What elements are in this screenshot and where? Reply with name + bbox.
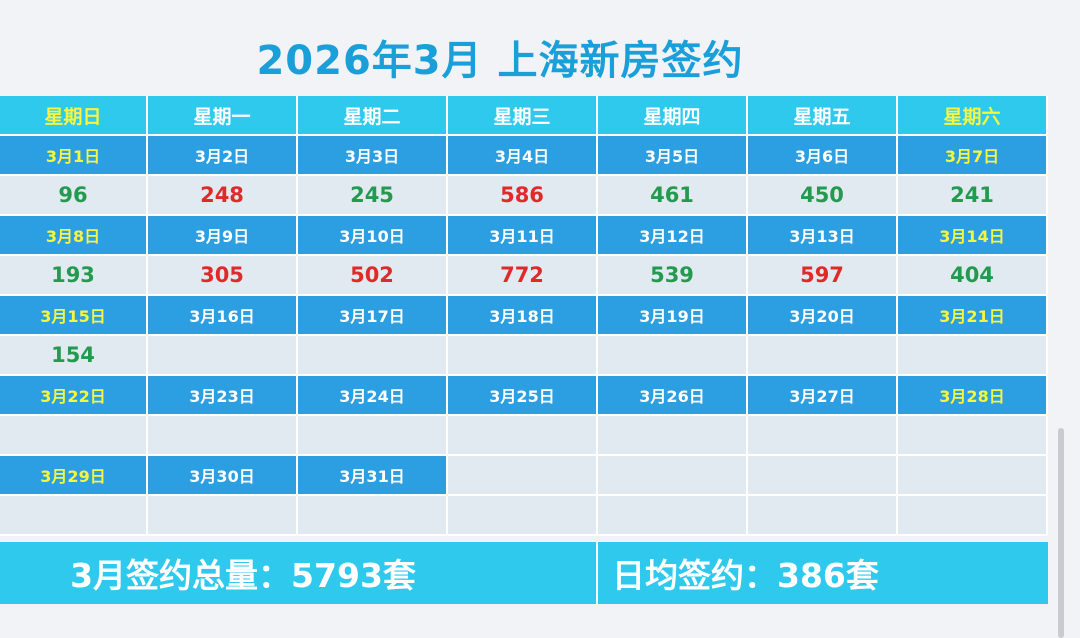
scrollbar[interactable] (1058, 428, 1064, 638)
date-cell: 3月19日 (598, 296, 748, 336)
sales-value: 245 (298, 176, 448, 216)
date-cell: 3月31日 (298, 456, 448, 496)
date-cell: 3月2日 (148, 136, 298, 176)
daily-average: 日均签约：386套 (598, 542, 1048, 604)
date-cell: 3月5日 (598, 136, 748, 176)
sales-value: 305 (148, 256, 298, 296)
monthly-total: 3月签约总量：5793套 (0, 542, 598, 604)
sales-value: 461 (598, 176, 748, 216)
sales-value: 241 (898, 176, 1048, 216)
date-cell (448, 456, 598, 496)
date-cell (898, 456, 1048, 496)
sales-value: 597 (748, 256, 898, 296)
sales-value: 96 (0, 176, 148, 216)
sales-value: 404 (898, 256, 1048, 296)
date-cell (748, 456, 898, 496)
sales-value (148, 496, 298, 536)
date-cell: 3月22日 (0, 376, 148, 416)
date-cell: 3月10日 (298, 216, 448, 256)
date-cell: 3月27日 (748, 376, 898, 416)
sales-value (748, 416, 898, 456)
sales-value (748, 496, 898, 536)
sales-value: 502 (298, 256, 448, 296)
date-cell: 3月20日 (748, 296, 898, 336)
sales-value: 539 (598, 256, 748, 296)
sales-value (0, 496, 148, 536)
sales-value: 248 (148, 176, 298, 216)
sales-value (598, 336, 748, 376)
sales-value (598, 496, 748, 536)
date-cell: 3月12日 (598, 216, 748, 256)
date-cell: 3月15日 (0, 296, 148, 336)
weekday-header: 星期二 (298, 96, 448, 136)
date-cell: 3月13日 (748, 216, 898, 256)
page-title: 2026年3月 上海新房签约 (256, 38, 744, 84)
date-cell: 3月14日 (898, 216, 1048, 256)
sales-value (898, 496, 1048, 536)
weekday-header: 星期五 (748, 96, 898, 136)
date-cell: 3月18日 (448, 296, 598, 336)
date-cell: 3月3日 (298, 136, 448, 176)
sales-value: 193 (0, 256, 148, 296)
weekday-header: 星期四 (598, 96, 748, 136)
date-cell: 3月29日 (0, 456, 148, 496)
sales-value (148, 416, 298, 456)
sales-value (448, 336, 598, 376)
date-cell: 3月7日 (898, 136, 1048, 176)
date-cell (598, 456, 748, 496)
date-cell: 3月23日 (148, 376, 298, 416)
date-cell: 3月11日 (448, 216, 598, 256)
weekday-header: 星期三 (448, 96, 598, 136)
date-cell: 3月9日 (148, 216, 298, 256)
sales-value: 450 (748, 176, 898, 216)
weekday-header: 星期一 (148, 96, 298, 136)
date-cell: 3月6日 (748, 136, 898, 176)
calendar-grid: 星期日 星期一 星期二 星期三 星期四 星期五 星期六 3月1日 3月2日 3月3日 3月4日 3月5… (0, 96, 1048, 536)
sales-value (0, 416, 148, 456)
summary-bar: 3月签约总量：5793套 日均签约：386套 (0, 542, 1048, 604)
sales-value (148, 336, 298, 376)
sales-value: 586 (448, 176, 598, 216)
sales-value (448, 416, 598, 456)
date-cell: 3月25日 (448, 376, 598, 416)
date-cell: 3月30日 (148, 456, 298, 496)
weekday-header: 星期六 (898, 96, 1048, 136)
date-cell: 3月21日 (898, 296, 1048, 336)
sales-value (898, 416, 1048, 456)
sales-value (748, 336, 898, 376)
sales-value (298, 416, 448, 456)
date-cell: 3月28日 (898, 376, 1048, 416)
sales-value (298, 336, 448, 376)
sales-value (298, 496, 448, 536)
date-cell: 3月1日 (0, 136, 148, 176)
sales-value (898, 336, 1048, 376)
date-cell: 3月26日 (598, 376, 748, 416)
date-cell: 3月16日 (148, 296, 298, 336)
date-cell: 3月8日 (0, 216, 148, 256)
sales-value (448, 496, 598, 536)
date-cell: 3月24日 (298, 376, 448, 416)
date-cell: 3月17日 (298, 296, 448, 336)
sales-value: 154 (0, 336, 148, 376)
sales-value (598, 416, 748, 456)
sales-value: 772 (448, 256, 598, 296)
date-cell: 3月4日 (448, 136, 598, 176)
weekday-header: 星期日 (0, 96, 148, 136)
